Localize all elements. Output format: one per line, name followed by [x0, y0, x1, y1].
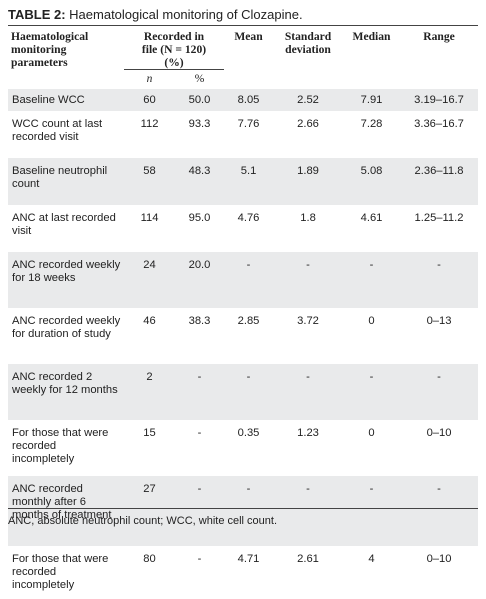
table-row: ANC recorded 2 weekly for 12 months 2 - …: [8, 364, 479, 420]
table-row: Baseline WCC 60 50.0 8.05 2.52 7.91 3.19…: [8, 89, 479, 111]
cell-n: 60: [124, 89, 175, 111]
cell-mean: 8.05: [224, 89, 274, 111]
table-row: WCC count at last recorded visit 112 93.…: [8, 111, 478, 158]
header-mean: Mean: [234, 30, 263, 43]
cell-median: -: [343, 476, 401, 546]
cell-median: 7.91: [343, 89, 401, 111]
cell-sd: 2.52: [273, 89, 344, 111]
cell-median: 0: [368, 427, 375, 439]
table-caption: Haematological monitoring of Clozapine.: [65, 7, 303, 22]
bottom-rule: [8, 508, 478, 509]
cell-sd: -: [273, 476, 344, 546]
monitoring-table: Haematological monitoring parameters Rec…: [8, 27, 479, 599]
table-label: TABLE 2:: [8, 7, 66, 22]
cell-sd: 1.23: [297, 427, 319, 439]
cell-n: 58: [124, 158, 175, 205]
header-row: Haematological monitoring parameters Rec…: [8, 27, 478, 70]
subheader-row: n %: [8, 69, 478, 89]
cell-median: 4.61: [360, 212, 383, 224]
cell-pct: -: [175, 364, 225, 420]
cell-pct: 50.0: [175, 89, 225, 111]
cell-mean: 4.71: [237, 553, 260, 565]
cell-param: For those that were recorded incompletel…: [12, 553, 109, 591]
table-footnote: ANC, absolute neutrophil count; WCC, whi…: [8, 515, 278, 527]
table-row: For those that were recorded incompletel…: [8, 420, 478, 476]
cell-range: 0–13: [426, 315, 452, 327]
cell-pct: 38.3: [188, 315, 211, 327]
cell-param: ANC recorded weekly for 18 weeks: [8, 252, 124, 308]
cell-param: Baseline WCC: [8, 89, 124, 111]
cell-param: ANC at last recorded visit: [12, 212, 116, 237]
header-range: Range: [423, 30, 455, 43]
cell-mean: 5.1: [224, 158, 274, 205]
cell-mean: 4.76: [237, 212, 260, 224]
cell-range: 0–10: [426, 427, 452, 439]
cell-mean: 7.76: [237, 118, 260, 130]
cell-mean: -: [224, 364, 274, 420]
cell-sd: -: [273, 252, 344, 308]
cell-n: 112: [140, 118, 159, 130]
cell-range: 3.36–16.7: [414, 118, 464, 130]
cell-param: WCC count at last recorded visit: [12, 118, 103, 143]
cell-range: 0–10: [426, 553, 452, 565]
cell-sd: 1.8: [300, 212, 316, 224]
cell-median: -: [343, 252, 401, 308]
cell-median: 0: [368, 315, 375, 327]
cell-n: 46: [143, 315, 156, 327]
cell-pct: 95.0: [188, 212, 211, 224]
cell-pct: -: [197, 553, 202, 565]
cell-mean: -: [224, 252, 274, 308]
cell-range: -: [400, 364, 479, 420]
cell-range: 1.25–11.2: [414, 212, 464, 224]
cell-n: 24: [124, 252, 175, 308]
cell-range: -: [400, 252, 479, 308]
cell-pct: 93.3: [188, 118, 211, 130]
header-median: Median: [352, 30, 391, 43]
cell-param: ANC recorded monthly after 6 months of t…: [8, 476, 124, 546]
cell-range: -: [400, 476, 479, 546]
table-row: ANC recorded weekly for duration of stud…: [8, 308, 478, 364]
cell-mean: -: [224, 476, 274, 546]
cell-sd: 2.61: [297, 553, 319, 565]
table-row: ANC recorded weekly for 18 weeks 24 20.0…: [8, 252, 479, 308]
cell-mean: 2.85: [237, 315, 260, 327]
header-sd: Standard deviation: [284, 30, 332, 56]
cell-mean: 0.35: [237, 427, 260, 439]
table-row: Baseline neutrophil count 58 48.3 5.1 1.…: [8, 158, 479, 205]
cell-pct: 20.0: [175, 252, 225, 308]
cell-median: -: [343, 364, 401, 420]
top-rule: [8, 25, 478, 26]
cell-median: 7.28: [360, 118, 383, 130]
cell-n: 2: [124, 364, 175, 420]
cell-range: 3.19–16.7: [400, 89, 479, 111]
cell-n: 114: [140, 212, 159, 224]
cell-median: 4: [368, 553, 375, 565]
cell-pct: 48.3: [175, 158, 225, 205]
cell-param: ANC recorded 2 weekly for 12 months: [8, 364, 124, 420]
cell-median: 5.08: [343, 158, 401, 205]
cell-pct: -: [175, 476, 225, 546]
header-recorded: Recorded in file (N = 120) (%): [141, 30, 207, 69]
cell-param: For those that were recorded incompletel…: [12, 427, 109, 465]
table-row: ANC at last recorded visit 114 95.0 4.76…: [8, 205, 478, 252]
cell-n: 80: [143, 553, 156, 565]
table-row: ANC recorded monthly after 6 months of t…: [8, 476, 479, 546]
cell-range: 2.36–11.8: [400, 158, 479, 205]
cell-sd: 3.72: [297, 315, 319, 327]
header-pct: %: [175, 69, 225, 89]
cell-pct: -: [197, 427, 202, 439]
cell-n: 27: [124, 476, 175, 546]
header-n: n: [124, 69, 175, 89]
header-param: Haematological monitoring parameters: [11, 30, 89, 69]
cell-sd: 2.66: [297, 118, 319, 130]
cell-sd: 1.89: [273, 158, 344, 205]
cell-param: Baseline neutrophil count: [8, 158, 124, 205]
cell-sd: -: [273, 364, 344, 420]
table-title: TABLE 2: Haematological monitoring of Cl…: [8, 7, 303, 22]
table-row: For those that were recorded incompletel…: [8, 546, 478, 599]
cell-n: 15: [143, 427, 156, 439]
cell-param: ANC recorded weekly for duration of stud…: [12, 315, 121, 340]
